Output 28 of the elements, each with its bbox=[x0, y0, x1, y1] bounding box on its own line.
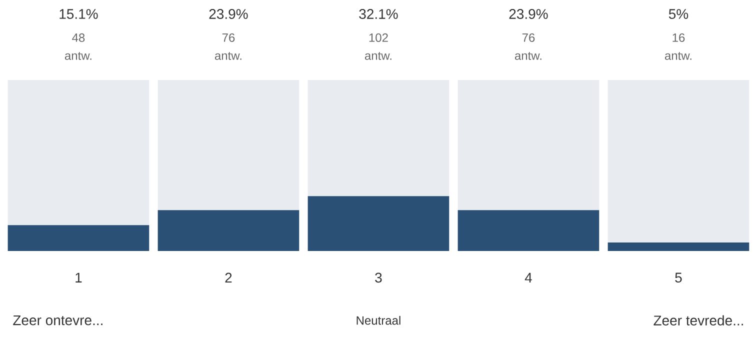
bar bbox=[608, 80, 750, 242]
bar bbox=[158, 80, 300, 210]
bar bbox=[608, 242, 750, 251]
bar bbox=[158, 210, 300, 251]
x-tick-label: 5 bbox=[675, 272, 682, 283]
data-label: 32.1% bbox=[359, 9, 398, 19]
bar bbox=[8, 80, 150, 226]
x-tick-label: 3 bbox=[375, 272, 382, 283]
text: 102 antw. bbox=[364, 33, 392, 60]
x-tick-label: 1 bbox=[76, 272, 82, 282]
bar bbox=[458, 210, 600, 251]
bar bbox=[458, 80, 600, 210]
text: 48 antw. bbox=[64, 33, 92, 60]
text: Zeer ontevre... bbox=[13, 315, 102, 326]
bar bbox=[8, 225, 150, 251]
data-label: 23.9% bbox=[509, 9, 548, 19]
x-tick-label: 2 bbox=[225, 272, 232, 283]
data-label: 23.9% bbox=[209, 9, 248, 19]
text: Zeer tevrede... bbox=[654, 315, 743, 326]
text: 76 antw. bbox=[214, 33, 242, 60]
text: Neutraal bbox=[356, 316, 400, 325]
text: 76 antw. bbox=[514, 33, 542, 60]
text: 16 antw. bbox=[664, 33, 692, 60]
data-label: 15.1% bbox=[60, 9, 98, 19]
data-label: 5% bbox=[668, 9, 688, 19]
bar bbox=[308, 80, 450, 196]
x-tick-label: 4 bbox=[524, 272, 532, 282]
bar bbox=[308, 196, 450, 251]
